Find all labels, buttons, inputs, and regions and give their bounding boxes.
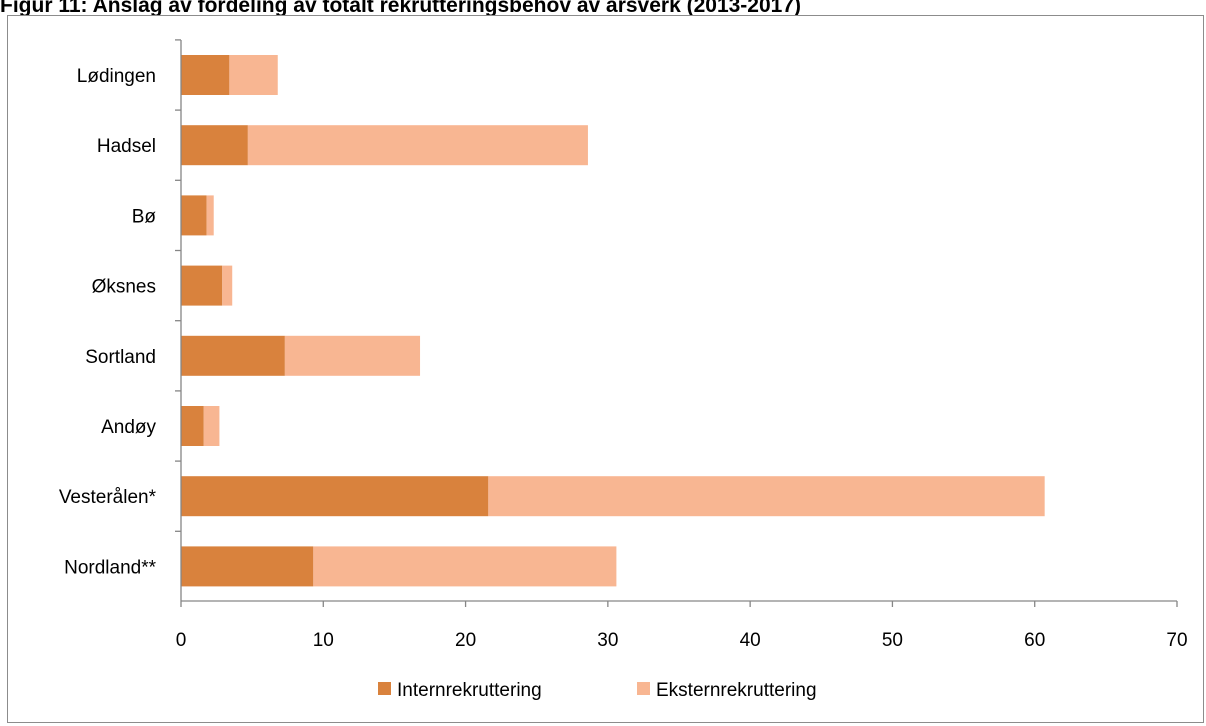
x-tick-label: 60 [1024,630,1045,651]
bar-intern-3 [181,265,223,306]
bar-intern-4 [181,335,285,376]
bar-ekstern-0 [229,55,278,95]
category-label: Lødingen [77,66,156,87]
bar-intern-6 [181,476,489,517]
bar-intern-1 [181,125,248,166]
x-tick-label: 70 [1166,630,1187,651]
legend-swatch-intern [378,682,391,695]
x-tick-label: 40 [740,630,761,651]
legend-label-ekstern: Eksternrekruttering [656,680,817,701]
category-label: Nordland** [64,557,156,578]
legend-swatch-ekstern [637,682,650,695]
x-tick-label: 20 [455,630,476,651]
legend: Internrekruttering Eksternrekruttering [378,680,817,701]
category-label: Øksnes [92,277,156,298]
x-tick-label: 10 [313,630,334,651]
category-label: Andøy [101,417,156,438]
bar-intern-2 [181,195,207,236]
bar-ekstern-1 [247,125,588,166]
bar-intern-5 [181,406,204,446]
bar-ekstern-2 [206,195,214,236]
bar-ekstern-7 [313,546,617,587]
x-tick-label: 50 [882,630,903,651]
bars-group [181,55,1045,587]
category-label: Bø [132,206,157,227]
figure-title: Figur 11: Anslag av fordeling av totalt … [0,0,802,17]
category-label: Sortland [85,347,156,368]
legend-label-intern: Internrekruttering [397,680,542,701]
category-labels: Lødingen Hadsel Bø Øksnes Sortland Andøy Veste… [59,66,157,578]
category-label: Vesterålen* [59,487,157,508]
category-label: Hadsel [97,136,156,157]
bar-intern-0 [181,55,230,95]
x-tick-label: 0 [176,630,187,651]
bar-ekstern-6 [488,476,1045,517]
bar-ekstern-4 [284,335,421,376]
x-tick-label: 30 [597,630,618,651]
bar-intern-7 [181,546,314,587]
bar-ekstern-3 [222,265,233,306]
axes-group: 0 10 20 30 40 50 60 70 [175,39,1188,651]
bar-ekstern-5 [203,406,220,446]
